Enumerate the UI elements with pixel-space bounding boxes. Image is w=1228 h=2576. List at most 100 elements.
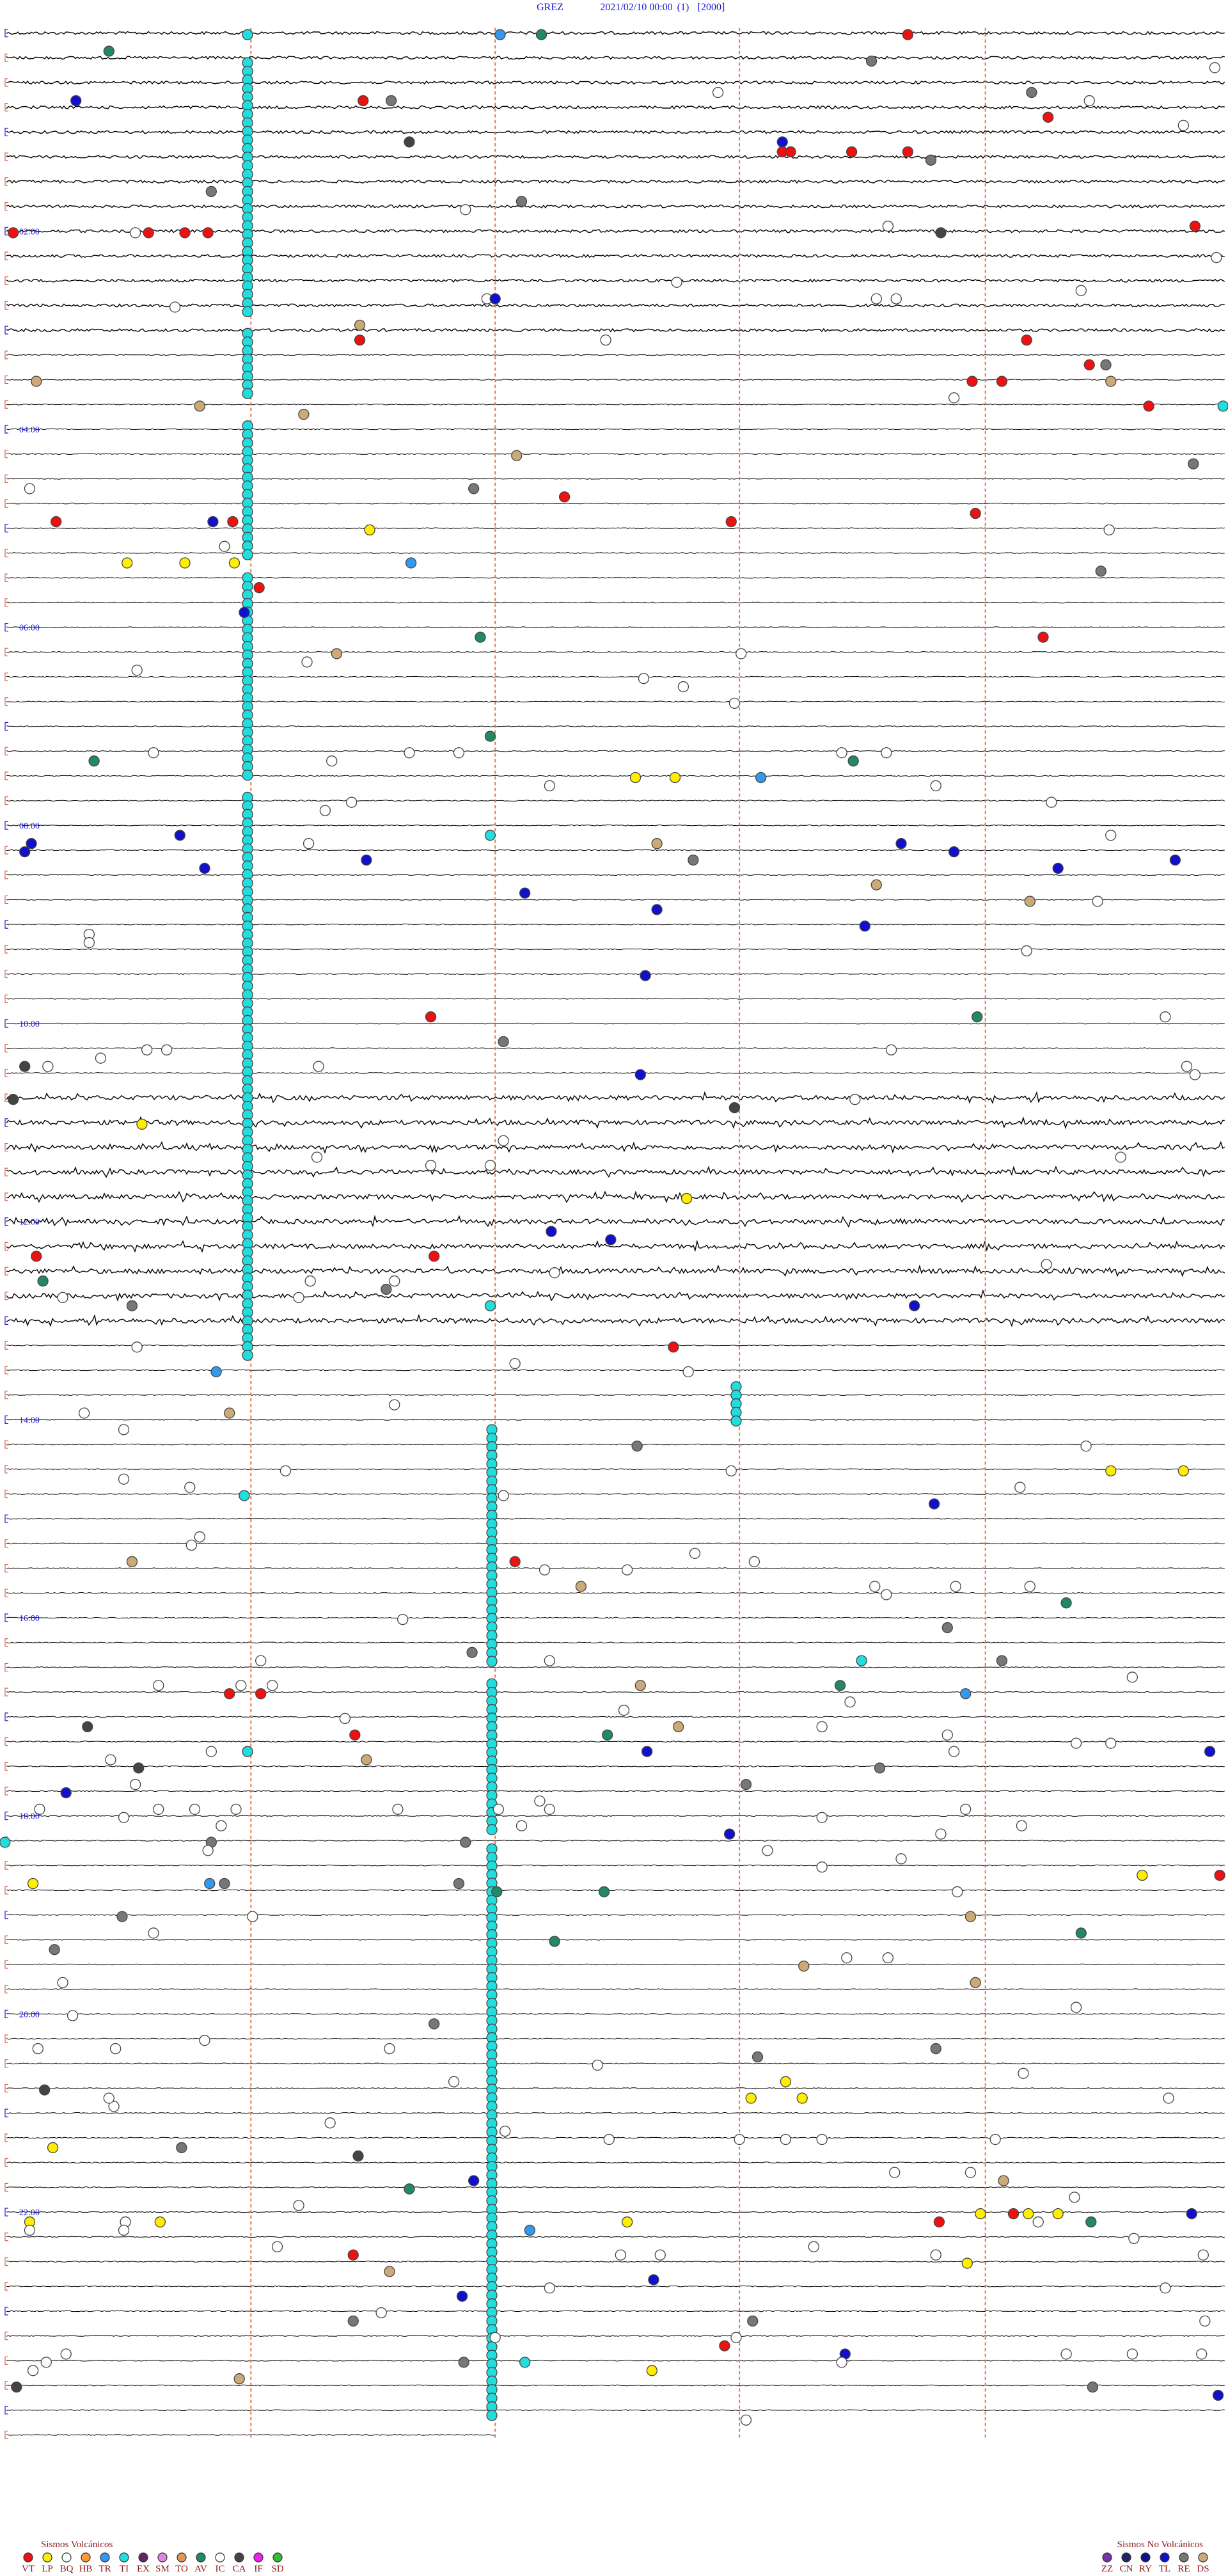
- event: [404, 136, 415, 148]
- trace: [6, 2409, 1225, 2412]
- trace: [6, 1239, 1225, 1253]
- legend-code: SD: [271, 2564, 283, 2574]
- trace: [6, 1289, 1225, 1302]
- event: [677, 681, 689, 693]
- event: [524, 2224, 536, 2236]
- legend-swatch: [1198, 2552, 1208, 2563]
- event: [458, 2357, 469, 2368]
- event: [179, 557, 191, 569]
- trace: [6, 328, 1225, 333]
- trace: [6, 2285, 1225, 2288]
- row-marker: [4, 177, 8, 186]
- event: [466, 1647, 478, 1658]
- legend-swatch: [1179, 2552, 1189, 2563]
- event: [174, 830, 185, 841]
- event: [869, 1581, 881, 1592]
- trace: [6, 154, 1225, 159]
- event: [998, 2175, 1009, 2186]
- event: [1189, 1069, 1201, 1080]
- event: [131, 1341, 143, 1353]
- event: [728, 1102, 741, 1114]
- event: [404, 747, 415, 759]
- event: [509, 1357, 521, 1370]
- event: [224, 1688, 235, 1700]
- row-marker: [4, 548, 8, 558]
- row-marker: [4, 1539, 8, 1548]
- event: [725, 516, 737, 528]
- event: [1128, 2232, 1140, 2245]
- event: [640, 970, 651, 981]
- event: [638, 672, 650, 684]
- event: [1041, 1259, 1052, 1270]
- legend: Sismos Volcánicos VT LP BQ HB TR TI EX SM TO AV IC C…: [22, 2540, 1209, 2574]
- row-marker: [4, 1489, 8, 1499]
- event: [1083, 95, 1095, 107]
- event: [950, 1581, 961, 1592]
- trace: [6, 2236, 1225, 2238]
- trace: [6, 253, 1225, 258]
- legend-code: CN: [1120, 2564, 1133, 2574]
- event: [882, 1952, 894, 1964]
- event: [60, 2348, 72, 2360]
- trace: [6, 676, 1225, 678]
- trace: [6, 2384, 1225, 2387]
- event: [126, 1556, 138, 1567]
- event: [271, 2241, 283, 2252]
- event: [1105, 1737, 1117, 1749]
- event: [103, 2092, 114, 2104]
- row-marker: [4, 78, 8, 87]
- event: [895, 838, 907, 849]
- event: [339, 1712, 351, 1725]
- event: [253, 582, 265, 594]
- trace: [6, 1765, 1225, 1767]
- event: [26, 838, 37, 849]
- event: [1075, 285, 1087, 296]
- row-marker: [4, 672, 8, 681]
- trace: [6, 1741, 1225, 1742]
- station: GREZ: [537, 2, 563, 13]
- event: [544, 1655, 556, 1666]
- row-marker: [4, 1613, 8, 1622]
- row-marker: [4, 2158, 8, 2167]
- event: [1083, 359, 1095, 370]
- event: [1069, 2192, 1080, 2203]
- event: [19, 1061, 31, 1072]
- events: [0, 29, 1228, 2426]
- event: [255, 1688, 267, 1700]
- trace: [6, 2087, 1225, 2089]
- event: [1080, 1440, 1092, 1452]
- event: [669, 771, 681, 784]
- trace: [6, 1889, 1225, 1892]
- event: [509, 1556, 521, 1567]
- trace: [6, 2186, 1225, 2188]
- legend-code: IF: [254, 2564, 262, 2574]
- event: [1137, 1869, 1148, 1881]
- trace: [6, 1864, 1225, 1867]
- row-marker: [4, 722, 8, 731]
- trace: [6, 204, 1225, 209]
- row-marker: [4, 1638, 8, 1647]
- trace: [6, 948, 1225, 951]
- event: [558, 491, 571, 503]
- trace: [6, 502, 1225, 505]
- trace: [6, 626, 1225, 628]
- row-marker: [4, 152, 8, 161]
- trace: [6, 453, 1225, 455]
- event: [498, 1036, 509, 1048]
- row-marker: [4, 945, 8, 954]
- event: [448, 2076, 460, 2087]
- event: [453, 1877, 465, 1890]
- row-marker: [4, 251, 8, 260]
- row-marker: [4, 2108, 8, 2117]
- event: [425, 1011, 437, 1023]
- event: [122, 557, 133, 569]
- row-marker: [4, 1391, 8, 1400]
- event: [948, 846, 960, 858]
- legend-code: IC: [216, 2564, 225, 2574]
- event: [1046, 796, 1057, 808]
- event: [210, 1366, 222, 1378]
- event: [185, 1539, 198, 1551]
- event: [776, 136, 788, 148]
- event: [966, 375, 978, 387]
- event: [313, 1061, 324, 1072]
